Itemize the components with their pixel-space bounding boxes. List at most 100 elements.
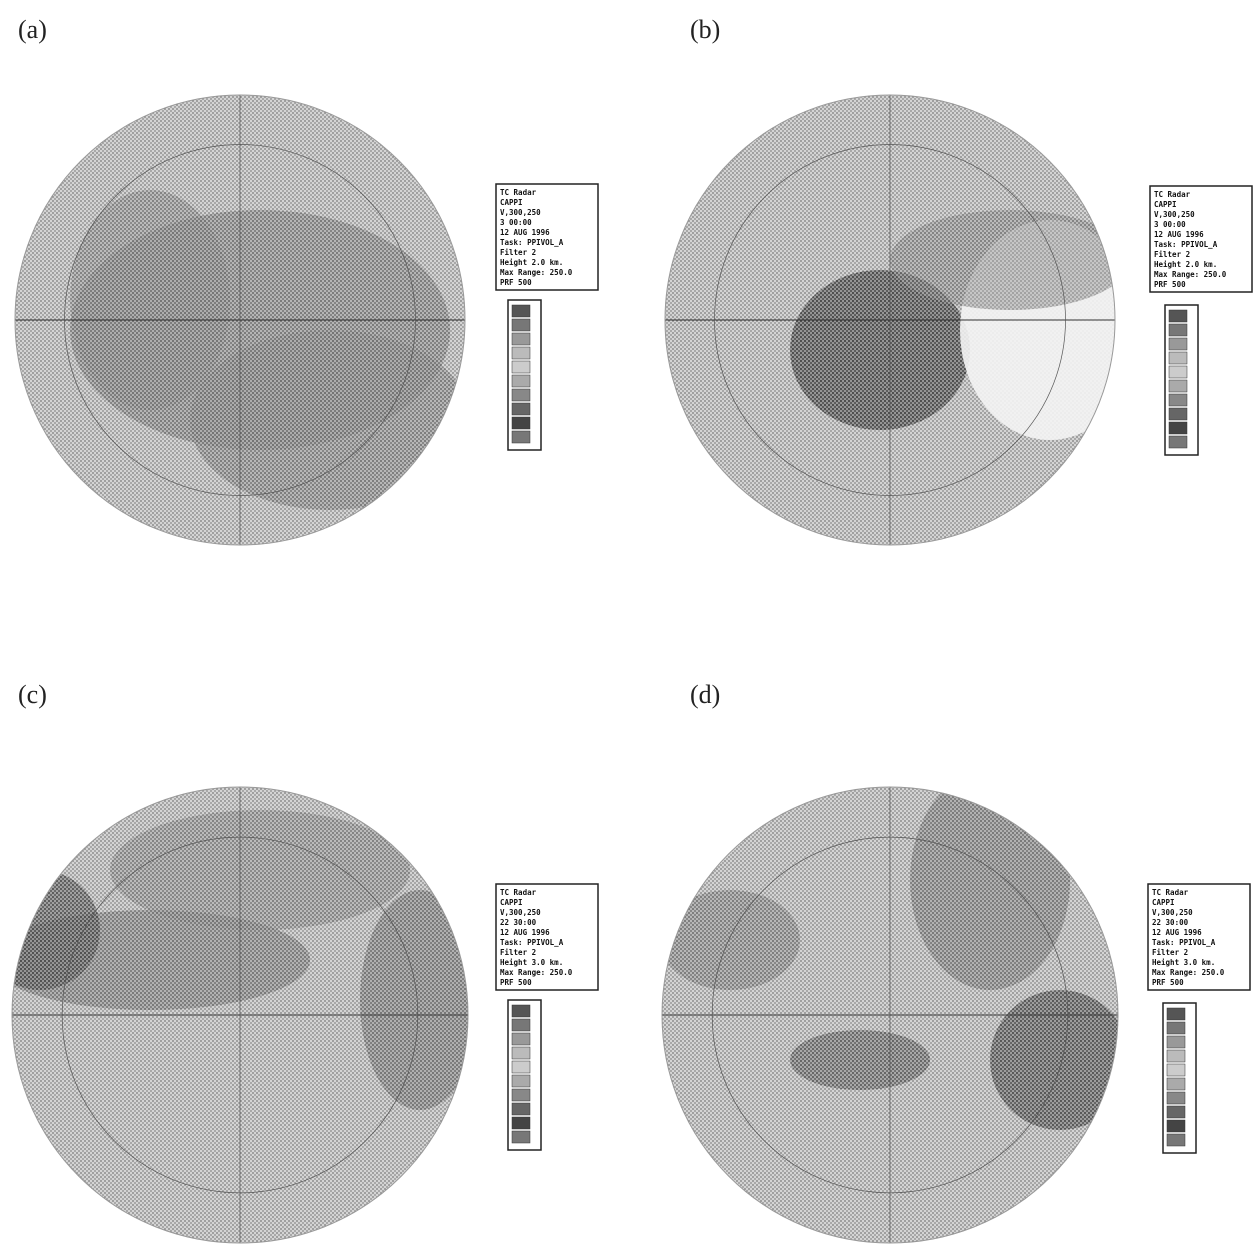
scale-swatch [1167, 1120, 1185, 1132]
scale-swatch [512, 1117, 530, 1129]
echo-region [660, 890, 800, 990]
info-line: Task: PPIVOL_A [1152, 938, 1216, 947]
panel-label: (b) [690, 15, 720, 44]
info-line: TC Radar [1154, 190, 1191, 199]
scale-swatch [1169, 408, 1187, 420]
info-line: CAPPI [1152, 898, 1175, 907]
scale-swatch [1169, 352, 1187, 364]
panel-label: (c) [18, 680, 47, 709]
radar-image [660, 770, 1130, 1243]
scale-swatch [1169, 338, 1187, 350]
scale-swatch [1169, 394, 1187, 406]
info-line: 12 AUG 1996 [500, 928, 550, 937]
info-line: 3 00:00 [1154, 220, 1186, 229]
radar-image [0, 787, 480, 1243]
scale-swatch [1169, 422, 1187, 434]
info-line: V,300,250 [500, 208, 541, 217]
scale-swatch [1169, 310, 1187, 322]
info-line: TC Radar [1152, 888, 1189, 897]
scale-swatch [512, 1047, 530, 1059]
info-line: 3 00:00 [500, 218, 532, 227]
scale-swatch [512, 1061, 530, 1073]
info-line: Filter 2 [1154, 250, 1190, 259]
info-line: 12 AUG 1996 [1154, 230, 1204, 239]
info-line: V,300,250 [1152, 908, 1193, 917]
page: {"panels": [ {"label": "(a)", "info": ["… [0, 0, 1253, 1244]
info-line: PRF 500 [500, 978, 532, 987]
info-line: PRF 500 [500, 278, 532, 287]
figure: (a)TC RadarCAPPIV,300,2503 00:0012 AUG 1… [0, 0, 1253, 1244]
info-line: Max Range: 250.0 [1152, 968, 1225, 977]
radar-image [665, 95, 1140, 545]
info-line: CAPPI [500, 198, 523, 207]
info-line: 12 AUG 1996 [500, 228, 550, 237]
info-line: Height 2.0 km. [500, 258, 563, 267]
scale-swatch [1167, 1064, 1185, 1076]
scale-swatch [1167, 1078, 1185, 1090]
info-line: Max Range: 250.0 [500, 268, 573, 277]
echo-region [790, 1030, 930, 1090]
info-line: V,300,250 [500, 908, 541, 917]
scale-swatch [1169, 324, 1187, 336]
info-line: PRF 500 [1154, 280, 1186, 289]
scale-swatch [512, 1005, 530, 1017]
scale-swatch [1167, 1036, 1185, 1048]
scale-swatch [512, 361, 530, 373]
scale-swatch [1167, 1008, 1185, 1020]
info-line: Filter 2 [500, 948, 536, 957]
scale-swatch [1167, 1050, 1185, 1062]
info-line: Filter 2 [1152, 948, 1188, 957]
info-line: Height 3.0 km. [1152, 958, 1215, 967]
info-line: Filter 2 [500, 248, 536, 257]
info-line: CAPPI [1154, 200, 1177, 209]
echo-region [910, 770, 1070, 990]
scale-swatch [1167, 1106, 1185, 1118]
scale-swatch [512, 333, 530, 345]
info-line: 22 30:00 [1152, 918, 1189, 927]
info-line: V,300,250 [1154, 210, 1195, 219]
echo-region [360, 890, 480, 1110]
echo-region [190, 330, 470, 510]
scale-swatch [512, 389, 530, 401]
info-line: TC Radar [500, 188, 537, 197]
info-line: Max Range: 250.0 [1154, 270, 1227, 279]
info-line: 12 AUG 1996 [1152, 928, 1202, 937]
echo-region [990, 990, 1130, 1130]
scale-swatch [512, 431, 530, 443]
scale-swatch [1169, 436, 1187, 448]
info-line: Task: PPIVOL_A [500, 238, 564, 247]
scale-swatch [512, 1103, 530, 1115]
panel-label: (a) [18, 15, 47, 44]
info-line: Max Range: 250.0 [500, 968, 573, 977]
scale-swatch [512, 1033, 530, 1045]
info-line: Height 2.0 km. [1154, 260, 1217, 269]
scale-swatch [512, 417, 530, 429]
panel: (b) TC RadarCAPPIV,300,2503 00:0012 AUG 1… [665, 15, 1252, 545]
scale-swatch [512, 1075, 530, 1087]
radar-image [15, 95, 470, 545]
scale-swatch [512, 1131, 530, 1143]
info-line: Task: PPIVOL_A [500, 938, 564, 947]
echo-region [110, 810, 410, 930]
scale-swatch [512, 1019, 530, 1031]
info-line: PRF 500 [1152, 978, 1184, 987]
panel-label: (d) [690, 680, 720, 709]
scale-swatch [512, 375, 530, 387]
scale-swatch [512, 403, 530, 415]
scale-swatch [512, 1089, 530, 1101]
info-line: Height 3.0 km. [500, 958, 563, 967]
scale-swatch [1169, 366, 1187, 378]
info-line: TC Radar [500, 888, 537, 897]
scale-swatch [512, 347, 530, 359]
scale-swatch [1167, 1022, 1185, 1034]
scale-swatch [512, 305, 530, 317]
scale-swatch [1167, 1092, 1185, 1104]
info-line: Task: PPIVOL_A [1154, 240, 1218, 249]
scale-swatch [1169, 380, 1187, 392]
info-line: 22 30:00 [500, 918, 537, 927]
info-line: CAPPI [500, 898, 523, 907]
scale-swatch [1167, 1134, 1185, 1146]
